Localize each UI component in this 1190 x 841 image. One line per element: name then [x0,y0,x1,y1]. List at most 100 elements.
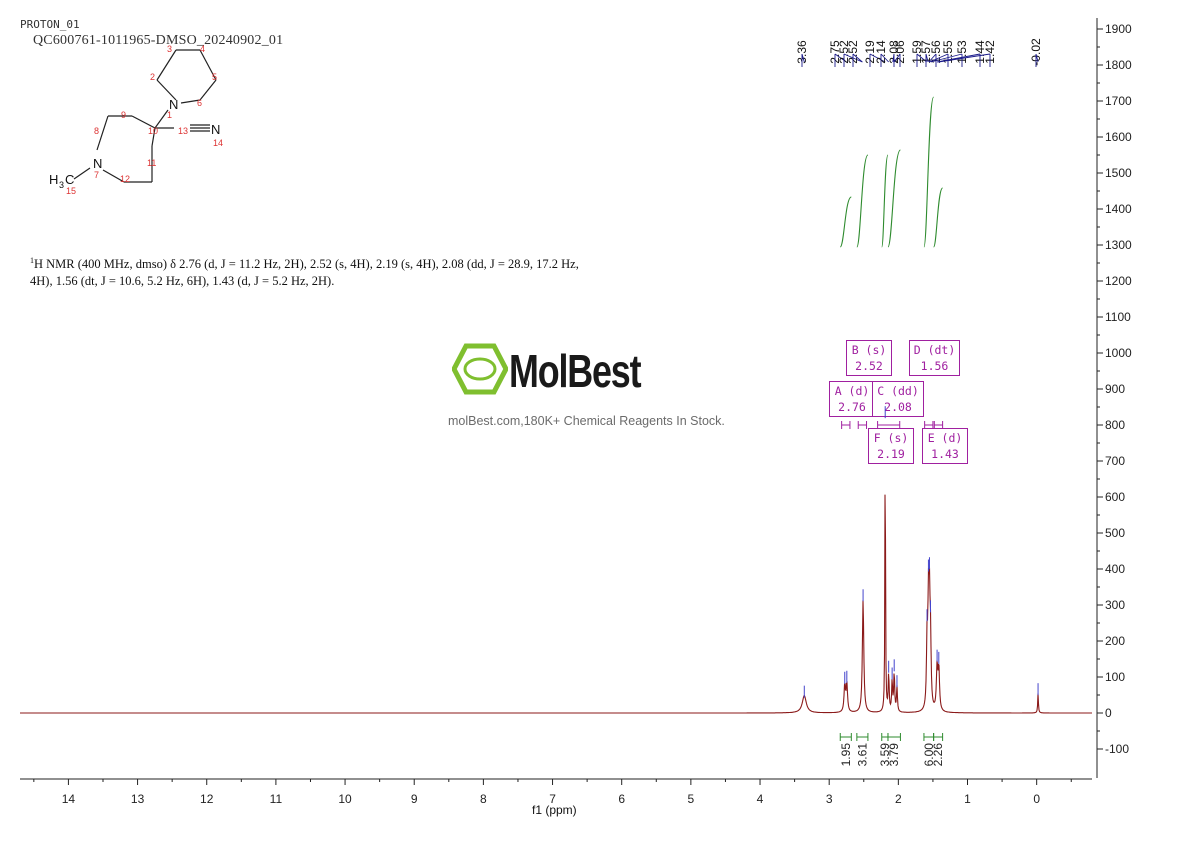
atom-number-4: 4 [200,44,205,54]
integral-curve [933,187,944,248]
nitrogen-1-label: N [169,97,178,112]
integral-labels: 1.95 3.61 3.593.79 6.002.26 [839,733,945,766]
atom-number-9: 9 [121,110,126,120]
integral-value: 3.59 [878,743,892,767]
y-tick-label: 1300 [1105,238,1132,252]
x-tick-label: 4 [757,792,764,806]
nmr-isotope-superscript: 1 [30,256,34,265]
x-tick-label: 12 [200,792,214,806]
atom-number-2: 2 [150,72,155,82]
y-tick-label: -100 [1105,742,1129,756]
peak-label: 2.75 [828,40,842,64]
peak-label-leader [869,53,886,67]
y-tick-label: 200 [1105,634,1125,648]
x-tick-label: 7 [549,792,556,806]
multiplet-label: C (dd) [877,384,919,398]
methyl-h-label: H [49,172,58,187]
spectrum-trace-group [20,406,1092,714]
y-axis: -100 0 100 200 300 400 500 600 700 800 900 1000 1100… [1096,18,1132,778]
peak-label: 3.36 [795,40,809,64]
multiplet-label: B (s) [851,343,887,357]
multiplet-label: A (d) [834,384,870,398]
methyl-subscript: 3 [59,180,64,190]
multiplet-label: E (d) [927,431,963,445]
nitrogen-7-label: N [93,156,102,171]
integral-value: 3.61 [855,743,869,767]
x-tick-label: 6 [618,792,625,806]
y-tick-label: 0 [1105,706,1112,720]
multiplet-ranges [841,421,944,429]
x-tick-label: 14 [62,792,76,806]
peak-label-leader [880,53,889,67]
peak-label-leader [852,53,863,67]
peak-label: 1.57 [919,40,933,64]
atom-number-3: 3 [167,44,172,54]
peak-label-leader [930,53,963,67]
y-tick-label: 1200 [1105,274,1132,288]
peak-label: 1.42 [983,40,997,64]
peak-label-leader [893,53,901,67]
y-tick-label: 1500 [1105,166,1132,180]
x-tick-label: 3 [826,792,833,806]
multiplet-shift: 2.76 [838,400,866,414]
multiplet-label: F (s) [873,431,909,445]
integral-curve [923,96,935,248]
integral-curve [881,154,889,248]
peak-label-leader [916,53,927,67]
multiplet-box-f: F (s) 2.19 [868,428,914,464]
nitrogen-14-label: N [211,122,220,137]
atom-number-13: 13 [178,126,188,136]
multiplet-label: D (dt) [913,343,956,357]
integral-value: 2.26 [931,743,945,767]
y-tick-label: 1800 [1105,58,1132,72]
multiplet-box-c: C (dd) 2.08 [872,381,924,417]
peak-label: 1.55 [941,40,955,64]
atom-number-8: 8 [94,126,99,136]
peak-label-leader [801,53,805,67]
multiplet-shift: 2.19 [877,447,905,461]
structure-bonds [73,49,217,183]
integral-value: 6.00 [922,743,936,767]
integral-curve [887,149,901,248]
peak-label-leader [892,53,895,67]
multiplet-shift: 2.52 [855,359,883,373]
multiplet-shift: 2.08 [884,400,912,414]
atom-number-11: 11 [147,158,156,168]
x-axis: 14 13 12 11 10 9 8 7 6 5 4 3 2 1 0 [20,778,1092,806]
y-tick-label: 900 [1105,382,1125,396]
experiment-label: PROTON_01 [20,18,80,31]
integral-value: 1.95 [839,743,853,767]
atom-number-10: 10 [148,126,158,136]
spectrum-trace [20,494,1092,714]
y-tick-label: 1600 [1105,130,1132,144]
x-tick-label: 2 [895,792,902,806]
nmr-description-text: H NMR (400 MHz, dmso) δ 2.76 (d, J = 11.… [30,257,579,289]
chemical-structure: 1 2 3 4 5 6 7 8 9 10 11 12 13 14 15 N N … [49,44,223,196]
x-tick-label: 0 [1033,792,1040,806]
atom-number-7: 7 [94,170,99,180]
y-tick-label: 800 [1105,418,1125,432]
atom-number-15: 15 [66,186,76,196]
peak-label-leader [925,53,929,67]
nmr-description: 1H NMR (400 MHz, dmso) δ 2.76 (d, J = 11… [30,252,590,290]
x-tick-label: 8 [480,792,487,806]
integral-curve [856,154,869,248]
methyl-c-label: C [65,172,74,187]
multiplet-shift: 1.43 [931,447,959,461]
atom-number-14: 14 [213,138,223,148]
y-tick-label: 600 [1105,490,1125,504]
peak-label-leader [938,53,991,67]
multiplet-shift: 1.56 [920,359,949,373]
multiplet-box-a: A (d) 2.76 [829,381,875,417]
multiplet-box-b: B (s) 2.52 [846,340,892,376]
y-tick-label: 1000 [1105,346,1132,360]
atom-number-12: 12 [120,174,130,184]
atom-number-1: 1 [167,110,172,120]
sample-label: QC600761-1011965-DMSO_20240902_01 [33,33,284,48]
x-tick-label: 13 [131,792,145,806]
peak-label-leader [834,53,847,67]
peak-label: 2.19 [863,40,877,64]
x-tick-label: 5 [688,792,695,806]
integral-curves [839,96,944,248]
